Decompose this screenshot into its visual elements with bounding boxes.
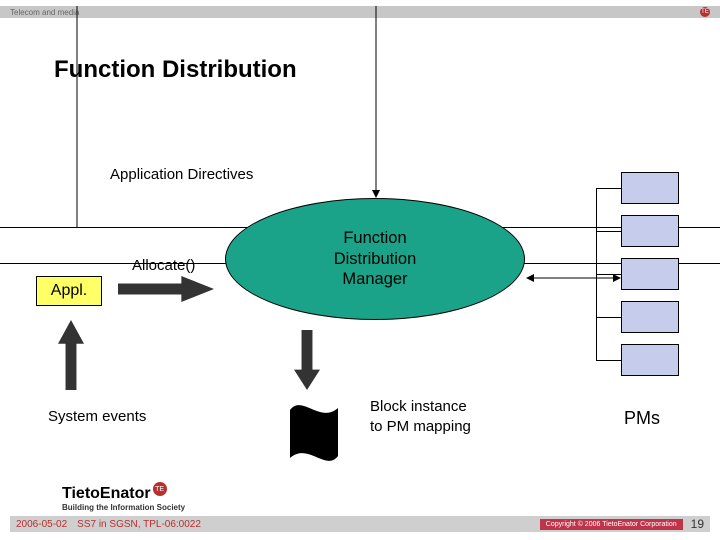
label-block-map-2: to PM mapping xyxy=(370,418,471,435)
footer-date: 2006-05-02 xyxy=(16,519,67,530)
label-system-events: System events xyxy=(48,408,146,425)
brand-tagline: Building the Information Society xyxy=(62,503,185,512)
arrow-system-events-icon xyxy=(58,320,84,390)
footer-docref: SS7 in SGSN, TPL-06:0022 xyxy=(77,519,201,530)
connector-sysev-line xyxy=(72,6,82,228)
label-pms: PMs xyxy=(624,408,660,429)
pm-box xyxy=(621,258,679,290)
pm-tick xyxy=(596,360,621,361)
arrow-block-map-icon xyxy=(294,330,320,390)
connector-appdir-line xyxy=(370,6,382,198)
label-app-directives: Application Directives xyxy=(110,166,253,183)
appl-node: Appl. xyxy=(36,276,102,306)
wavy-doc-icon xyxy=(286,398,342,468)
pm-box xyxy=(621,301,679,333)
pm-box xyxy=(621,172,679,204)
footer-copyright: Copyright © 2006 TietoEnator Corporation xyxy=(540,519,683,530)
page-title: Function Distribution xyxy=(54,56,297,84)
connector-fdm-pm xyxy=(526,272,621,284)
brand-badge-icon: TE xyxy=(153,482,167,496)
brand-logo: TietoEnator TE Building the Information … xyxy=(62,485,185,512)
label-allocate: Allocate() xyxy=(132,257,195,274)
breadcrumb: Telecom and media xyxy=(10,8,79,17)
footer-bar: 2006-05-02 SS7 in SGSN, TPL-06:0022 Copy… xyxy=(10,516,710,532)
footer-page: 19 xyxy=(691,517,704,531)
logo-badge-icon: TE xyxy=(700,7,710,17)
brand-name: TietoEnator xyxy=(62,485,151,503)
arrow-allocate-icon xyxy=(118,276,214,302)
pm-tick xyxy=(596,231,621,232)
fdm-node: FunctionDistributionManager xyxy=(225,198,525,320)
fdm-node-label: FunctionDistributionManager xyxy=(334,228,417,290)
pm-box xyxy=(621,344,679,376)
pm-tick xyxy=(596,188,621,189)
pm-box xyxy=(621,215,679,247)
top-bar: Telecom and media TE xyxy=(0,6,720,18)
pm-tick xyxy=(596,317,621,318)
appl-node-label: Appl. xyxy=(51,282,87,300)
label-block-map-1: Block instance xyxy=(370,398,467,415)
